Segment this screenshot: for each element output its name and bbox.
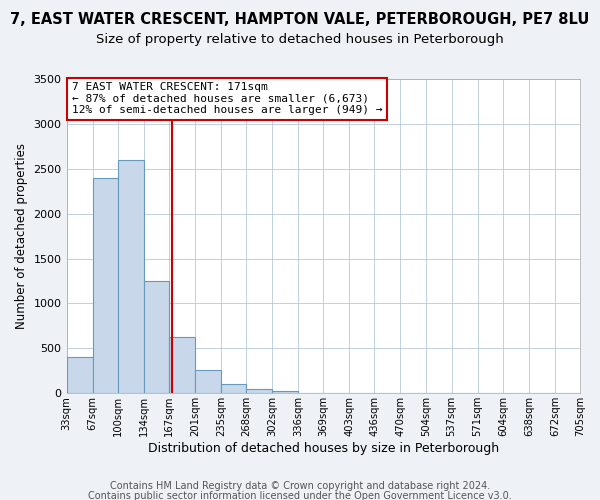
Bar: [169, 336, 195, 394]
Text: Contains public sector information licensed under the Open Government Licence v3: Contains public sector information licen…: [88, 491, 512, 500]
Bar: [221, 384, 246, 394]
Text: 7 EAST WATER CRESCENT: 171sqm
← 87% of detached houses are smaller (6,673)
12% o: 7 EAST WATER CRESCENT: 171sqm ← 87% of d…: [71, 82, 382, 116]
Bar: [92, 178, 118, 394]
Bar: [67, 358, 92, 394]
Bar: [195, 370, 221, 394]
Bar: [246, 389, 272, 394]
Y-axis label: Number of detached properties: Number of detached properties: [15, 143, 28, 329]
Bar: [118, 160, 144, 394]
Bar: [272, 390, 298, 394]
Bar: [144, 281, 169, 394]
Text: Size of property relative to detached houses in Peterborough: Size of property relative to detached ho…: [96, 32, 504, 46]
Text: Contains HM Land Registry data © Crown copyright and database right 2024.: Contains HM Land Registry data © Crown c…: [110, 481, 490, 491]
X-axis label: Distribution of detached houses by size in Peterborough: Distribution of detached houses by size …: [148, 442, 499, 455]
Text: 7, EAST WATER CRESCENT, HAMPTON VALE, PETERBOROUGH, PE7 8LU: 7, EAST WATER CRESCENT, HAMPTON VALE, PE…: [10, 12, 590, 28]
